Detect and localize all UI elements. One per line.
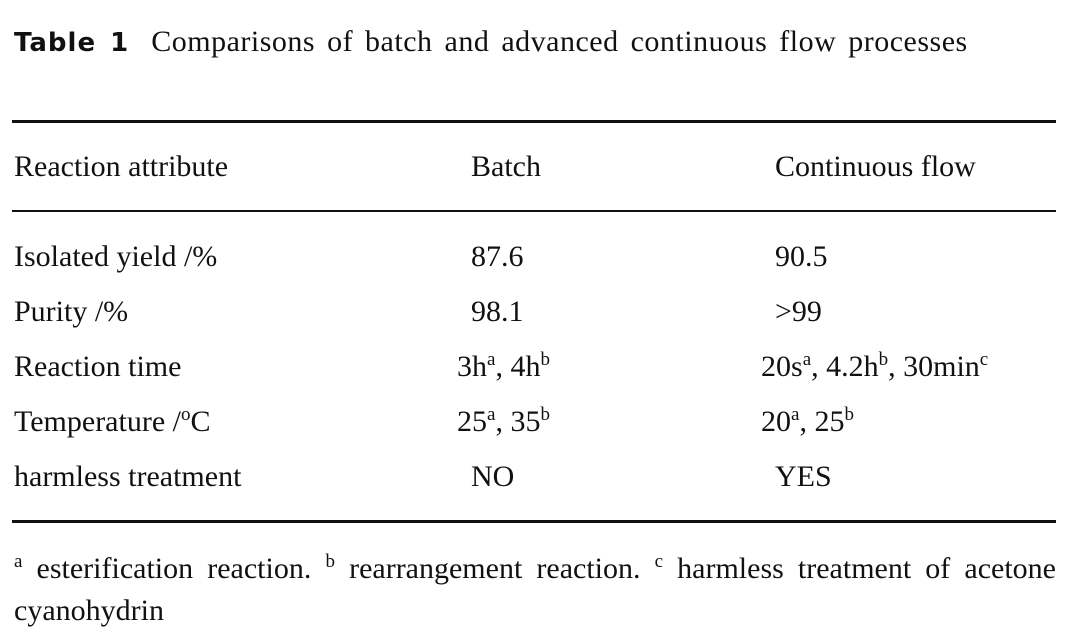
table-cell: NO — [471, 460, 514, 494]
table-label: Table 1 — [14, 28, 130, 58]
text-run: harmless treatment — [14, 460, 242, 493]
text-run: 87.6 — [471, 240, 524, 273]
table-cell: 20sa, 4.2hb, 30minc — [761, 350, 988, 384]
superscript: a — [791, 404, 800, 425]
superscript: o — [180, 404, 191, 425]
text-run: , 4.2h — [811, 350, 879, 383]
text-run: Purity /% — [14, 295, 129, 328]
table-cell: 87.6 — [471, 240, 524, 274]
table-cell: 20a, 25b — [761, 405, 854, 439]
text-run: 98.1 — [471, 295, 524, 328]
text-run: 20 — [761, 405, 791, 438]
text-run: , 35 — [495, 405, 541, 438]
table-cell: 90.5 — [775, 240, 828, 274]
text-run: C — [190, 405, 211, 438]
text-run: 3h — [457, 350, 487, 383]
text-run: 90.5 — [775, 240, 828, 273]
text-run: esterification reaction. — [22, 552, 326, 585]
table-cell: Purity /% — [14, 295, 128, 329]
text-run: YES — [775, 460, 832, 493]
superscript: a — [487, 349, 496, 370]
text-run: >99 — [775, 295, 822, 328]
superscript: c — [979, 349, 989, 370]
text-run: , 30min — [888, 350, 980, 383]
table-cell: Isolated yield /% — [14, 240, 217, 274]
header-cell: Batch — [471, 150, 541, 183]
table-footnote: a esterification reaction. b rearrangeme… — [14, 548, 1056, 628]
superscript: c — [654, 551, 664, 572]
superscript: b — [878, 349, 889, 370]
text-run: 20s — [761, 350, 803, 383]
text-run: Temperature / — [14, 405, 181, 438]
superscript: b — [325, 551, 335, 572]
header-cell: Reaction attribute — [14, 150, 229, 183]
text-run: harmless treatment of acetone cyanohydri… — [14, 552, 1056, 627]
superscript: a — [14, 551, 23, 572]
text-run: Isolated yield /% — [14, 240, 218, 273]
table-cell: Temperature /oC — [14, 405, 211, 439]
text-run: , 4h — [495, 350, 541, 383]
table-cell: >99 — [775, 295, 822, 329]
table-cell: YES — [775, 460, 832, 494]
text-run: 25 — [457, 405, 487, 438]
text-run: Reaction time — [14, 350, 182, 383]
table-cell: 98.1 — [471, 295, 524, 329]
superscript: b — [540, 349, 550, 370]
top-rule — [12, 120, 1056, 123]
superscript: a — [802, 349, 812, 370]
table-cell: harmless treatment — [14, 460, 241, 494]
superscript: b — [844, 404, 854, 425]
header-cell: Continuous flow — [775, 150, 976, 183]
text-run: , 25 — [799, 405, 845, 438]
bottom-rule — [12, 520, 1056, 523]
table-cell: 3ha, 4hb — [457, 350, 550, 384]
table-caption: Table 1 Comparisons of batch and advanced… — [14, 20, 1056, 65]
table-cell: Reaction time — [14, 350, 181, 384]
superscript: a — [487, 404, 496, 425]
text-run: rearrangement reaction. — [334, 552, 655, 585]
table-cell: 25a, 35b — [457, 405, 550, 439]
header-rule — [12, 210, 1056, 212]
superscript: b — [540, 404, 550, 425]
caption-text: Comparisons of batch and advanced contin… — [151, 25, 968, 58]
text-run: NO — [471, 460, 515, 493]
